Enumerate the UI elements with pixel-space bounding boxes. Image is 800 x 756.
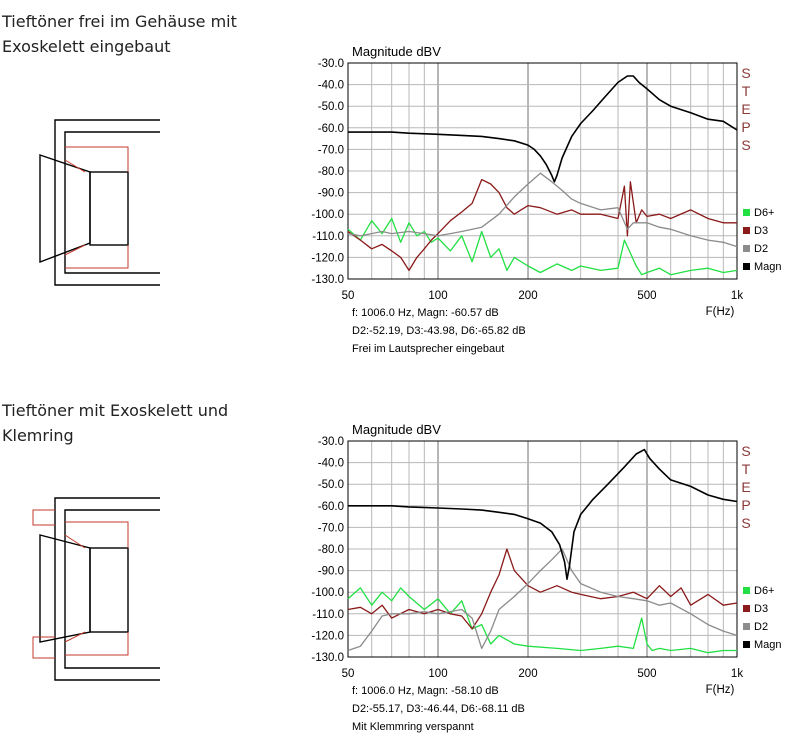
x-tick-label: 1k [731, 668, 743, 680]
series-line-magn [348, 75, 738, 183]
info-line-1: f: 1006.0 Hz, Magn: -60.57 dB [352, 307, 499, 319]
y-tick-label: -70.0 [318, 522, 344, 534]
x-axis-label: F(Hz) [706, 306, 735, 318]
steps-letter: S [741, 65, 750, 81]
legend-label: D3 [754, 225, 768, 237]
steps-letter: T [742, 83, 751, 99]
legend-label: D3 [754, 603, 768, 615]
legend-swatch [743, 605, 750, 612]
x-tick-label: 1k [731, 290, 743, 302]
info-line-2: D2:-55.17, D3:-46.44, D6:-68.11 dB [352, 703, 525, 715]
heading-line: Klemring [2, 426, 74, 445]
steps-letter: S [741, 515, 750, 531]
series-line-d2 [347, 548, 738, 652]
legend-label: D2 [754, 243, 768, 255]
series-line-d3 [347, 178, 737, 272]
plot-frame [347, 62, 738, 280]
legend-label: Magn [754, 261, 782, 273]
legend-swatch [743, 263, 750, 270]
x-tick-label: 200 [518, 668, 537, 680]
plot-frame [347, 440, 738, 658]
x-tick-label: 50 [342, 668, 355, 680]
legend-label: D6+ [754, 207, 775, 219]
heading-line: Exoskelett eingebaut [2, 37, 171, 56]
x-tick-label: 100 [428, 668, 447, 680]
chart-clamped: Magnitude dBV -30.0 -40.0 -50.0 -60.0 -70.0 -8… [311, 422, 782, 733]
y-tick-label: -50.0 [318, 479, 344, 491]
series-line-d6 [347, 587, 737, 654]
y-tick-label: -40.0 [318, 458, 344, 470]
steps-letter: E [741, 101, 750, 117]
info-line-1: f: 1006.0 Hz, Magn: -58.10 dB [352, 685, 499, 697]
steps-letter: P [741, 119, 750, 135]
info-line-2: D2:-52.19, D3:-43.98, D6:-65.82 dB [352, 325, 526, 337]
y-tick-label: -40.0 [318, 80, 344, 92]
legend-swatch [743, 227, 750, 234]
y-tick-label: -60.0 [318, 123, 344, 135]
legend-label: D2 [754, 621, 768, 633]
legend-label: Magn [754, 639, 782, 651]
chart-title: Magnitude dBV [352, 422, 441, 437]
x-tick-label: 500 [637, 668, 656, 680]
y-tick-label: -120.0 [311, 252, 344, 264]
legend-swatch [743, 245, 750, 252]
steps-letter: S [741, 443, 750, 459]
series-line-d2 [347, 172, 738, 248]
heading-line: Tieftöner mit Exoskelett und [2, 401, 229, 420]
series-line-d3 [347, 548, 738, 630]
y-tick-label: -130.0 [311, 652, 344, 664]
legend-swatch [743, 641, 750, 648]
speaker-drawing-clamped [32, 497, 160, 681]
series-line-d6 [347, 217, 738, 276]
y-tick-label: -80.0 [318, 544, 344, 556]
steps-letter: S [741, 137, 750, 153]
chart-free-mounted: Magnitude dBV -30.0 -40.0 -50.0 -60.0 -70.0 -8… [311, 44, 782, 355]
y-tick-label: -60.0 [318, 501, 344, 513]
steps-letter: T [742, 461, 751, 477]
legend-label: D6+ [754, 585, 775, 597]
y-tick-label: -70.0 [318, 144, 344, 156]
x-tick-label: 100 [428, 290, 447, 302]
heading-line: Tieftöner frei im Gehäuse mit [2, 12, 237, 31]
y-tick-label: -100.0 [311, 587, 344, 599]
y-tick-label: -30.0 [318, 436, 344, 448]
steps-letter: P [741, 497, 750, 513]
chart-title: Magnitude dBV [352, 44, 441, 59]
y-tick-label: -80.0 [318, 166, 344, 178]
legend-swatch [743, 587, 750, 594]
heading-section-1: Tieftöner frei im Gehäuse mit Exoskelett… [2, 9, 237, 59]
y-tick-label: -110.0 [312, 609, 344, 621]
y-tick-label: -30.0 [318, 58, 344, 70]
y-tick-label: -100.0 [311, 209, 344, 221]
legend-swatch [743, 209, 750, 216]
y-tick-label: -50.0 [318, 101, 344, 113]
heading-section-2: Tieftöner mit Exoskelett und Klemring [2, 398, 228, 448]
x-tick-label: 50 [342, 290, 355, 302]
chart-caption: Mit Klemmring verspannt [352, 721, 474, 733]
legend-swatch [743, 623, 750, 630]
steps-letter: E [741, 479, 750, 495]
y-tick-label: -110.0 [312, 231, 344, 243]
x-axis-label: F(Hz) [706, 684, 735, 696]
y-tick-label: -130.0 [311, 274, 344, 286]
speaker-drawing-free [39, 119, 160, 286]
x-tick-label: 200 [518, 290, 537, 302]
y-tick-label: -90.0 [318, 188, 344, 200]
x-tick-label: 500 [637, 290, 656, 302]
series-line-magn [348, 448, 738, 580]
y-tick-label: -120.0 [311, 630, 344, 642]
chart-caption: Frei im Lautsprecher eingebaut [352, 343, 504, 355]
y-tick-label: -90.0 [318, 566, 344, 578]
